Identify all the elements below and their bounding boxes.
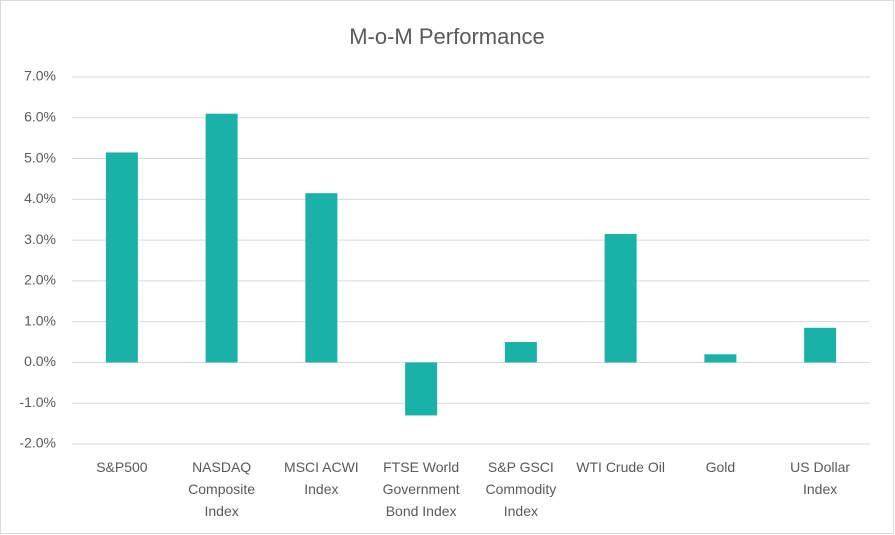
y-tick-label: -1.0% [19, 394, 56, 410]
bar [704, 354, 737, 363]
bar [804, 327, 837, 363]
x-tick-label: S&P GSCI Commodity Index [485, 459, 557, 519]
y-tick-label: 4.0% [24, 190, 56, 206]
x-tick-label: WTI Crude Oil [576, 459, 665, 475]
y-tick-label: 2.0% [24, 272, 56, 288]
y-tick-label: 7.0% [24, 68, 56, 84]
x-tick-label: Gold [705, 459, 736, 475]
y-tick-label: 1.0% [24, 312, 56, 328]
bar [105, 152, 138, 363]
x-tick-label: FTSE World Government Bond Index [382, 459, 460, 519]
y-tick-label: 0.0% [24, 353, 56, 369]
y-tick-label: 5.0% [24, 149, 56, 165]
bar [305, 193, 338, 363]
bar [504, 342, 537, 363]
y-tick-label: 3.0% [24, 231, 56, 247]
y-tick-label: 6.0% [24, 108, 56, 124]
y-tick-label: -2.0% [19, 435, 56, 451]
x-tick-label: US Dollar Index [790, 459, 851, 497]
bar [205, 113, 238, 363]
x-tick-label: NASDAQ Composite Index [188, 459, 256, 519]
chart-title: M-o-M Performance [349, 24, 545, 49]
x-tick-label: S&P500 [96, 459, 148, 475]
bar [405, 362, 438, 416]
bar [604, 233, 637, 363]
x-tick-label: MSCI ACWI Index [284, 459, 359, 497]
